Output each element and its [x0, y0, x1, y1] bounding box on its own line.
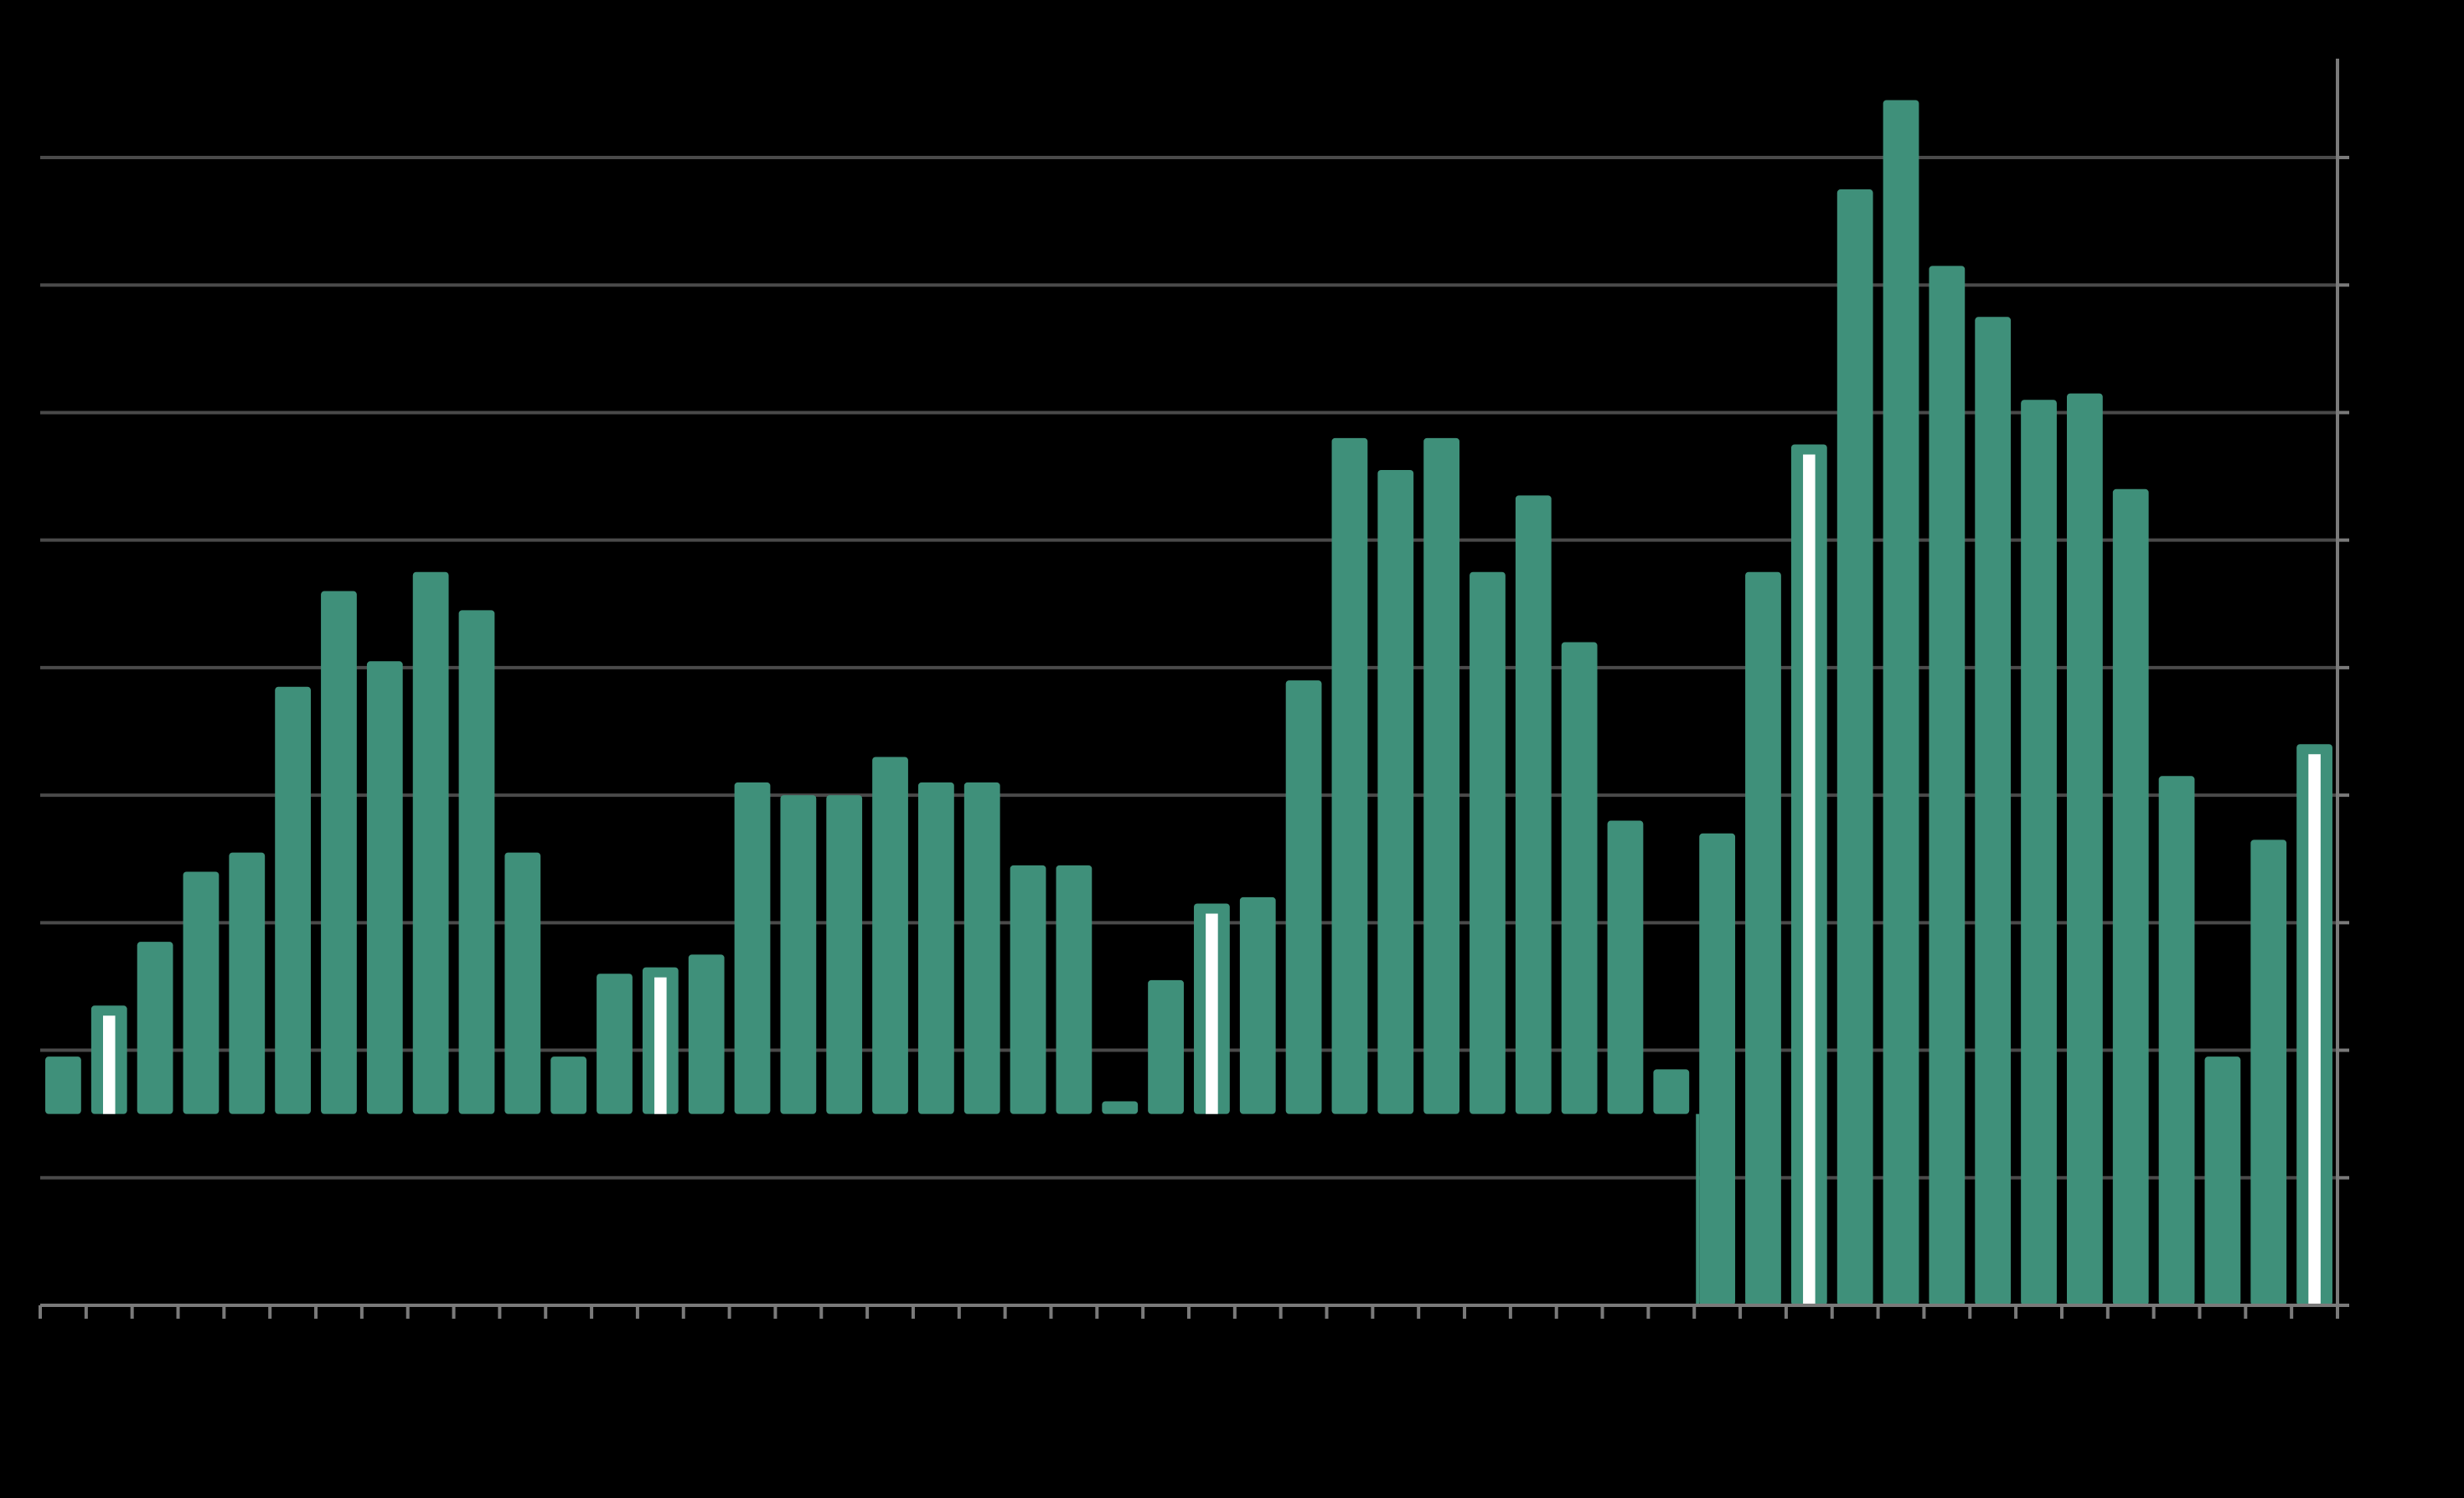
bar [1056, 865, 1093, 1114]
bar [1515, 495, 1552, 1114]
bar [412, 571, 449, 1114]
bar [2066, 393, 2103, 1306]
bar [1239, 896, 1276, 1114]
bar [1975, 317, 2012, 1305]
bar [1836, 189, 1873, 1306]
bar [275, 686, 312, 1114]
bar [2158, 776, 2195, 1305]
bar-highlight [654, 977, 667, 1114]
bar [780, 795, 817, 1114]
bar [1331, 437, 1368, 1114]
bar [597, 974, 633, 1114]
bar [183, 871, 220, 1114]
bar [963, 782, 1000, 1114]
bars [45, 100, 2332, 1306]
bar [2250, 839, 2287, 1305]
bar [1470, 571, 1506, 1114]
bar [734, 782, 771, 1114]
bar [1653, 1069, 1690, 1114]
bar [1102, 1101, 1139, 1114]
bar [1377, 469, 1414, 1114]
bar [1423, 437, 1460, 1114]
bar [872, 757, 908, 1114]
bar [504, 852, 541, 1114]
bar [137, 942, 173, 1114]
bar [688, 954, 725, 1114]
bar [1148, 979, 1184, 1114]
bar [1929, 266, 1966, 1305]
bar [1883, 100, 1919, 1305]
bar [1285, 680, 1322, 1114]
bar [229, 852, 266, 1114]
bar [1699, 833, 1736, 1305]
bar [45, 1056, 81, 1114]
bar-highlight [1803, 454, 1816, 1305]
x-axis [39, 1304, 2339, 1319]
bar [2204, 1056, 2241, 1305]
bar [2021, 400, 2057, 1306]
bar [366, 661, 403, 1114]
bar [321, 591, 357, 1114]
bar-highlight [1206, 913, 1218, 1114]
bar [458, 610, 495, 1114]
bar [1561, 642, 1598, 1114]
bar-highlight [102, 1015, 116, 1114]
bar [1607, 820, 1644, 1114]
bar [1745, 571, 1781, 1305]
bar-highlight [2308, 754, 2321, 1305]
bar [2112, 488, 2149, 1305]
bar [826, 795, 863, 1114]
bar [1010, 865, 1046, 1114]
bar [917, 782, 954, 1114]
bar [550, 1056, 587, 1114]
